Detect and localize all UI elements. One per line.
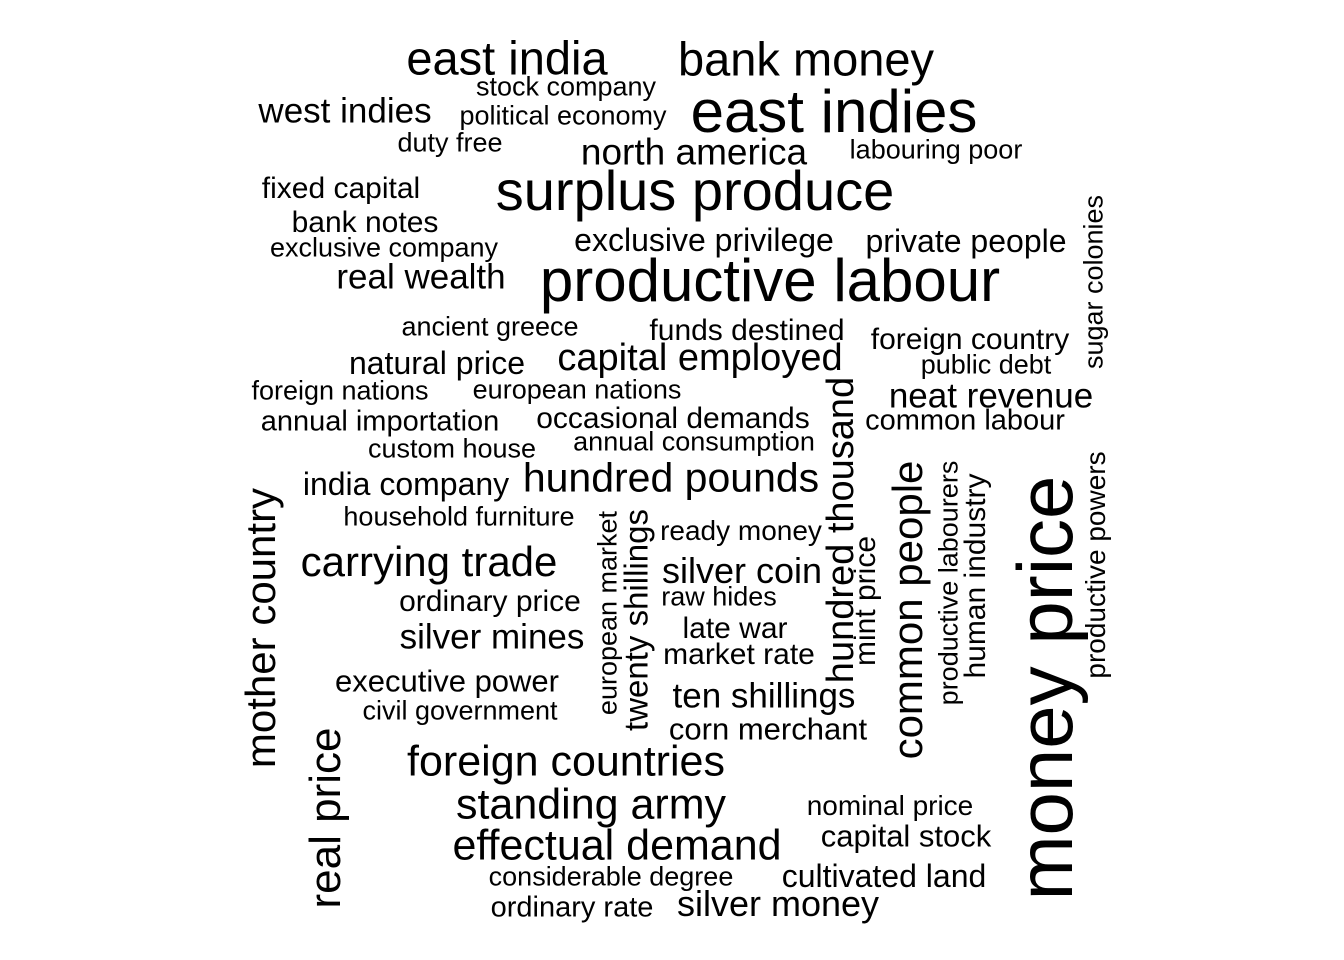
- word-bank-notes: bank notes: [291, 206, 439, 239]
- word-occasional-demands: occasional demands: [536, 402, 810, 435]
- word-custom-house: custom house: [367, 433, 537, 464]
- word-capital-stock: capital stock: [820, 818, 992, 854]
- word-ancient-greece: ancient greece: [401, 311, 579, 342]
- word-ordinary-rate: ordinary rate: [490, 891, 654, 924]
- word-natural-price: natural price: [348, 345, 526, 381]
- word-corn-merchant: corn merchant: [668, 711, 868, 747]
- word-funds-destined: funds destined: [649, 314, 845, 347]
- word-sugar-colonies: sugar colonies: [1078, 194, 1109, 370]
- word-market-rate: market rate: [663, 638, 815, 671]
- word-considerable-degree: considerable degree: [488, 861, 734, 892]
- word-labouring-poor: labouring poor: [849, 134, 1023, 165]
- word-silver-money: silver money: [676, 883, 880, 924]
- word-european-nations: european nations: [472, 374, 682, 405]
- word-mother-country: mother country: [237, 487, 284, 769]
- word-private-people: private people: [865, 223, 1067, 259]
- word-mint-price: mint price: [849, 535, 882, 667]
- word-twenty-shillings: twenty shillings: [617, 509, 655, 731]
- word-public-debt: public debt: [920, 349, 1052, 380]
- word-annual-consumption: annual consumption: [573, 426, 815, 457]
- word-exclusive-privilege: exclusive privilege: [574, 222, 834, 258]
- word-carrying-trade: carrying trade: [300, 538, 558, 585]
- word-late-war: late war: [682, 612, 788, 645]
- word-common-people: common people: [884, 460, 931, 760]
- word-capital-employed: capital employed: [557, 337, 843, 379]
- word-political-economy: political economy: [459, 100, 667, 131]
- word-east-india: east india: [406, 31, 608, 85]
- word-bank-money: bank money: [677, 32, 935, 86]
- word-human-industry: human industry: [959, 473, 992, 679]
- word-foreign-country: foreign country: [870, 323, 1070, 356]
- word-common-labour: common labour: [865, 404, 1065, 437]
- word-surplus-produce: surplus produce: [495, 159, 895, 222]
- word-west-indies: west indies: [258, 91, 432, 131]
- word-annual-importation: annual importation: [260, 405, 500, 438]
- word-executive-power: executive power: [334, 663, 560, 699]
- word-effectual-demand: effectual demand: [452, 821, 782, 870]
- word-cultivated-land: cultivated land: [781, 858, 987, 894]
- word-standing-army: standing army: [455, 780, 727, 829]
- word-india-company: india company: [302, 466, 510, 502]
- word-real-wealth: real wealth: [336, 257, 506, 297]
- word-silver-mines: silver mines: [399, 617, 585, 657]
- word-household-furniture: household furniture: [343, 501, 575, 532]
- word-civil-government: civil government: [362, 695, 558, 726]
- word-east-indies: east indies: [690, 78, 978, 145]
- word-foreign-countries: foreign countries: [407, 737, 725, 786]
- word-silver-coin: silver coin: [661, 550, 823, 591]
- word-fixed-capital: fixed capital: [261, 172, 421, 205]
- word-duty-free: duty free: [397, 127, 503, 158]
- word-productive-labour: productive labour: [539, 247, 1001, 314]
- word-money-price: money price: [1001, 475, 1089, 901]
- word-real-price: real price: [301, 727, 350, 909]
- word-hundred-pounds: hundred pounds: [522, 454, 820, 501]
- word-ordinary-price: ordinary price: [399, 585, 581, 618]
- word-neat-revenue: neat revenue: [888, 376, 1094, 416]
- word-ten-shillings: ten shillings: [672, 676, 856, 716]
- word-foreign-nations: foreign nations: [251, 375, 429, 406]
- word-exclusive-company: exclusive company: [269, 232, 499, 263]
- word-north-america: north america: [580, 131, 808, 173]
- word-nominal-price: nominal price: [806, 790, 974, 821]
- word-stock-company: stock company: [475, 71, 657, 102]
- word-ready-money: ready money: [660, 515, 822, 546]
- word-productive-powers: productive powers: [1080, 451, 1111, 679]
- word-raw-hides: raw hides: [661, 581, 777, 612]
